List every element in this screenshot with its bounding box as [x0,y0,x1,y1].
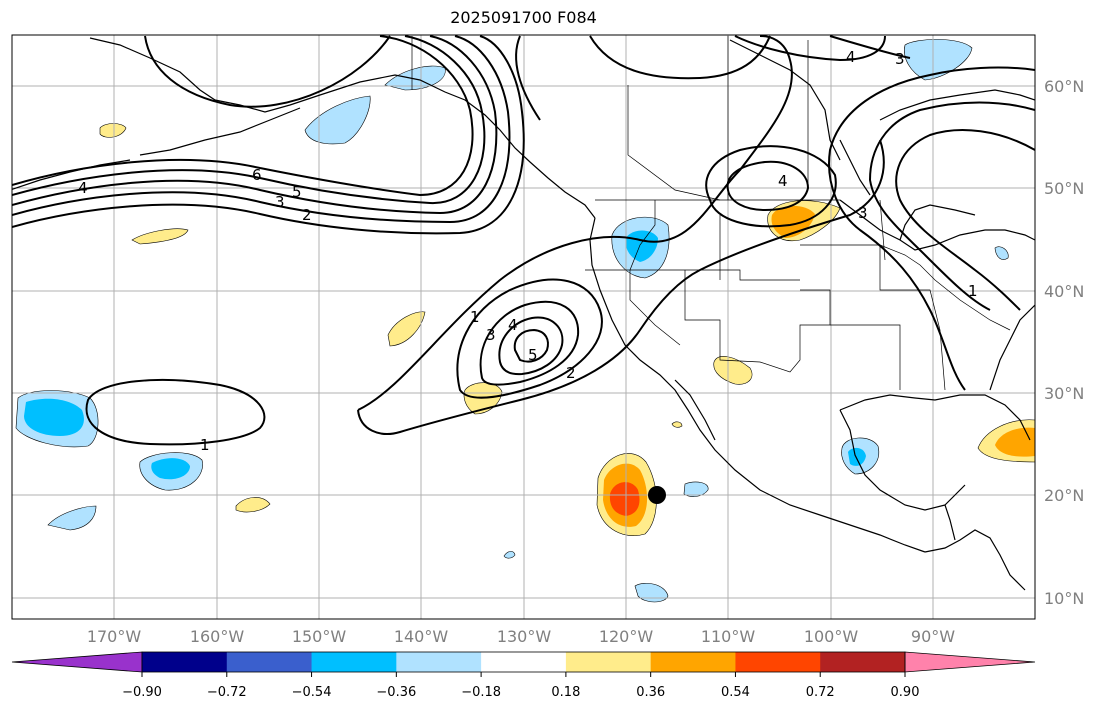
colorbar-segment [820,652,906,672]
contour-label: 1 [200,436,210,454]
contour-label: 2 [302,206,312,224]
colorbar-frame [141,651,906,673]
colorbar-extend-low [11,651,143,673]
lon-label: 150°W [292,627,347,646]
colorbar-segment [396,652,482,672]
lat-label: 30°N [1044,384,1084,403]
contour-label: 1 [470,308,480,326]
colorbar-segment [735,652,821,672]
lat-label: 20°N [1044,486,1084,505]
colorbar-tick-label: 0.36 [636,685,665,700]
colorbar-tick-label: 0.90 [891,685,920,700]
colorbar-tick-label: 0.54 [721,685,750,700]
colorbar-segment [481,652,567,672]
storm-position-dot [648,486,666,504]
colorbar-tick-label: −0.54 [292,685,332,700]
contour-label: 3 [895,50,905,68]
contour-lines [12,35,1035,446]
colorbar-segment [565,652,652,672]
contour-label: 3 [275,193,285,211]
contour-label: 6 [252,166,262,184]
colorbar: −0.90 −0.72 −0.54 −0.36 −0.18 0.18 0.36 0.54 0.7… [11,651,1036,700]
contour-label: 3 [486,326,496,344]
lon-label: 100°W [804,627,859,646]
contour-label: 4 [508,316,518,334]
lat-label: 50°N [1044,179,1084,198]
colorbar-tick-label: −0.72 [207,685,247,700]
negative-anomaly-shading [15,39,1009,603]
colorbar-segment [650,652,736,672]
contour-label: 5 [292,183,302,201]
contour-label: 2 [566,364,576,382]
colorbar-tick-label: −0.36 [376,685,416,700]
contour-label: 4 [846,48,856,66]
colorbar-tick-label: 0.18 [551,685,580,700]
contour-label-group: 6 5 3 2 4 1 3 4 5 2 4 3 4 3 1 1 [78,48,978,454]
lon-label: 110°W [701,627,756,646]
lon-label: 90°W [911,627,955,646]
contour-label: 1 [968,282,978,300]
colorbar-segment [142,652,228,672]
colorbar-extend-high [904,651,1036,673]
latitude-labels: 60°N 50°N 40°N 30°N 20°N 10°N [1044,77,1084,608]
lon-label: 160°W [190,627,245,646]
contour-label: 5 [528,346,538,364]
lon-label: 130°W [497,627,552,646]
lat-label: 40°N [1044,282,1084,301]
graticule [12,35,1035,619]
colorbar-segment [311,652,397,672]
state-borders [411,36,1011,391]
coastlines [12,37,1035,591]
map-title: 2025091700 F084 [450,8,597,27]
contour-label: 4 [778,172,788,190]
contour-label: 4 [78,179,88,197]
lon-label: 140°W [394,627,449,646]
colorbar-tick-label: 0.72 [806,685,835,700]
colorbar-tick-label: −0.90 [122,685,162,700]
lon-label: 170°W [87,627,142,646]
lat-label: 10°N [1044,589,1084,608]
plot-frame [11,34,1036,620]
contour-label: 3 [858,204,868,222]
colorbar-segment [226,652,313,672]
colorbar-tick-label: −0.18 [461,685,501,700]
lat-label: 60°N [1044,77,1084,96]
longitude-labels: 170°W 160°W 150°W 140°W 130°W 120°W 110°… [87,627,955,646]
lon-label: 120°W [599,627,654,646]
